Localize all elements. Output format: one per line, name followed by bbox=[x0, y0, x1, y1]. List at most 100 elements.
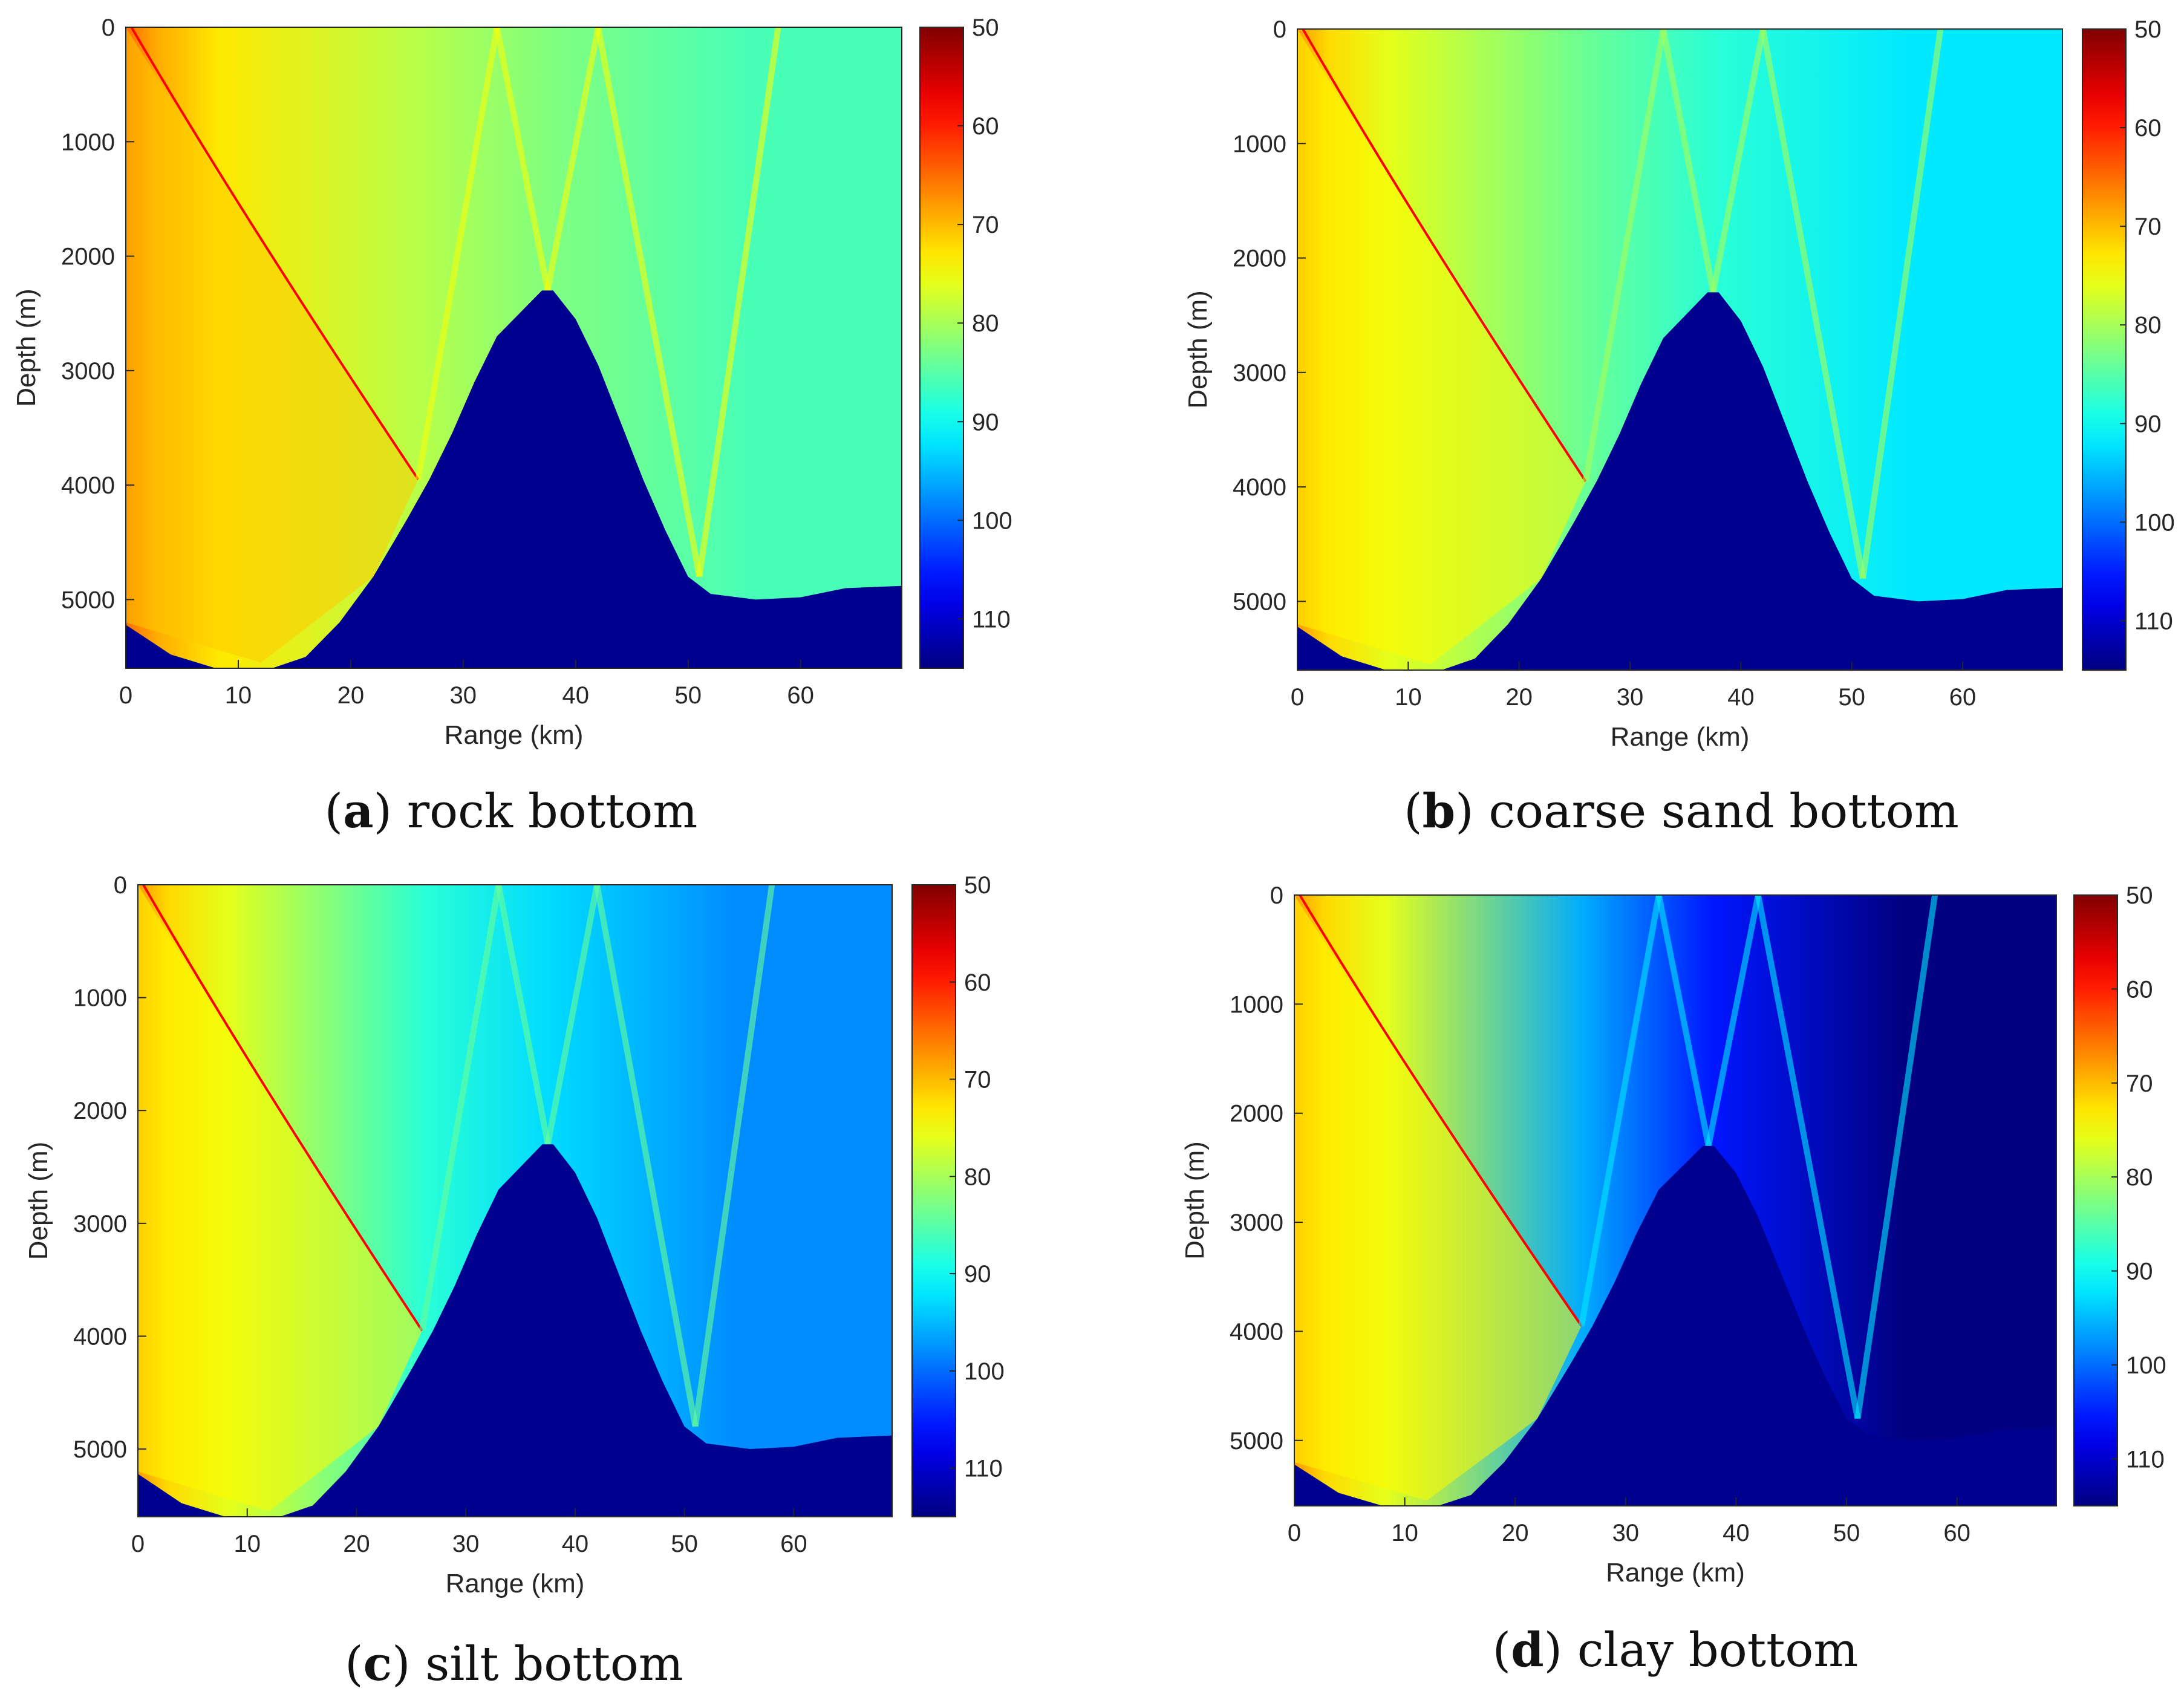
colorbar-tick-label: 90 bbox=[2134, 411, 2162, 437]
direct-path-zone bbox=[1297, 29, 1586, 665]
colorbar-tick-label: 100 bbox=[972, 507, 1012, 534]
y-axis-label: Depth (m) bbox=[1183, 290, 1213, 409]
y-axis-label: Depth (m) bbox=[1180, 1141, 1210, 1260]
x-tick-label: 50 bbox=[1838, 684, 1865, 711]
caption-text: clay bottom bbox=[1577, 1623, 1859, 1678]
x-tick-label: 10 bbox=[1395, 684, 1422, 711]
seabed bbox=[138, 1144, 892, 1517]
y-tick-label: 2000 bbox=[73, 1098, 127, 1124]
x-tick-label: 30 bbox=[1617, 684, 1644, 711]
y-tick-label: 0 bbox=[1273, 16, 1286, 43]
panel-caption: (b) coarse sand bottom bbox=[1404, 784, 1959, 839]
x-tick-label: 20 bbox=[1502, 1520, 1529, 1546]
caustic-line bbox=[142, 884, 423, 1332]
x-tick-label: 0 bbox=[1291, 684, 1304, 711]
reflected-ray bbox=[1582, 28, 1666, 482]
colorbar-tick-label: 110 bbox=[964, 1456, 1003, 1482]
direct-path-zone bbox=[1294, 895, 1582, 1500]
y-tick-label: 4000 bbox=[1233, 474, 1286, 501]
x-tick-label: 40 bbox=[1723, 1520, 1750, 1546]
y-tick-label: 3000 bbox=[1230, 1210, 1283, 1236]
colorbar-tick-label: 100 bbox=[2126, 1352, 2166, 1379]
colorbar-tick-label: 80 bbox=[2134, 312, 2162, 339]
x-tick-label: 30 bbox=[1612, 1520, 1640, 1546]
y-tick-label: 2000 bbox=[61, 244, 115, 270]
reflected-ray bbox=[1660, 28, 1716, 293]
x-tick-label: 40 bbox=[562, 682, 590, 709]
colorbar-tick-label: 60 bbox=[964, 969, 991, 996]
y-tick-label: 0 bbox=[1270, 882, 1283, 909]
panel-d: 0 10 20 30 40 50 60 0 1000 2000 3000 4000 5000 Range … bbox=[1180, 882, 2166, 1678]
colorbar-tick-label: 90 bbox=[972, 409, 999, 435]
y-axis-label: Depth (m) bbox=[24, 1142, 53, 1260]
reflected-ray bbox=[415, 27, 500, 480]
caption-letter: b bbox=[1423, 784, 1456, 839]
direct-path-zone bbox=[138, 885, 422, 1511]
x-tick-label: 40 bbox=[562, 1531, 589, 1557]
x-tick-label: 60 bbox=[780, 1531, 807, 1557]
x-tick-label: 60 bbox=[787, 682, 814, 709]
colorbar-tick-label: 60 bbox=[2134, 115, 2162, 142]
y-tick-label: 3000 bbox=[1233, 360, 1286, 386]
x-tick-label: 0 bbox=[1288, 1520, 1301, 1546]
colorbar-tick-label: 80 bbox=[964, 1164, 991, 1190]
x-tick-label: 60 bbox=[1943, 1520, 1970, 1546]
x-axis-label: Range (km) bbox=[1606, 1558, 1745, 1588]
reflected-ray bbox=[1655, 894, 1712, 1147]
y-tick-label: 2000 bbox=[1233, 246, 1286, 272]
colorbar-tick-label: 70 bbox=[2134, 213, 2162, 240]
y-tick-label: 0 bbox=[114, 872, 127, 899]
y-tick-label: 4000 bbox=[1230, 1318, 1283, 1345]
colorbar bbox=[2082, 28, 2127, 671]
colorbar-tick-label: 80 bbox=[2126, 1164, 2153, 1191]
reflected-ray bbox=[692, 884, 775, 1427]
y-tick-label: 4000 bbox=[73, 1323, 127, 1350]
y-tick-label: 5000 bbox=[73, 1436, 127, 1463]
x-tick-label: 0 bbox=[119, 682, 132, 709]
colorbar-tick-label: 50 bbox=[2126, 882, 2153, 909]
plot-frame bbox=[125, 27, 902, 669]
colorbar-tick-label: 70 bbox=[972, 212, 999, 238]
reflected-ray bbox=[1860, 28, 1944, 579]
colorbar-tick-label: 60 bbox=[972, 113, 999, 140]
reflected-ray bbox=[544, 27, 601, 291]
reflected-ray bbox=[1755, 894, 1861, 1419]
colorbar-tick-label: 110 bbox=[2126, 1446, 2165, 1473]
caption-close-paren: ) bbox=[1544, 1623, 1577, 1678]
y-tick-label: 3000 bbox=[61, 358, 115, 385]
x-tick-label: 20 bbox=[343, 1531, 370, 1557]
y-tick-label: 1000 bbox=[1233, 131, 1286, 157]
caption-text: coarse sand bottom bbox=[1488, 784, 1958, 839]
x-tick-label: 50 bbox=[1833, 1520, 1860, 1546]
plot-frame bbox=[137, 884, 893, 1517]
y-tick-label: 1000 bbox=[73, 985, 127, 1012]
seabed bbox=[126, 290, 902, 668]
reflected-ray bbox=[594, 884, 699, 1427]
colorbar-tick-label: 80 bbox=[972, 310, 999, 337]
colorbar-tick-label: 50 bbox=[2134, 16, 2162, 43]
y-tick-label: 4000 bbox=[61, 472, 115, 499]
colorbar-tick-label: 110 bbox=[2134, 608, 2173, 634]
reflected-ray bbox=[419, 884, 502, 1331]
colorbar bbox=[2073, 894, 2118, 1506]
panel-caption: (c) silt bottom bbox=[345, 1636, 683, 1692]
panel-a: 0 10 20 30 40 50 60 0 1000 2000 3000 4000 5000 Range … bbox=[11, 15, 1012, 839]
colorbar-tick-label: 90 bbox=[964, 1261, 991, 1288]
reflected-ray bbox=[1705, 894, 1761, 1147]
x-tick-label: 20 bbox=[1505, 684, 1533, 711]
caustic-line bbox=[130, 26, 420, 480]
colorbar-tick-label: 50 bbox=[964, 872, 991, 899]
x-axis-label: Range (km) bbox=[1611, 722, 1750, 752]
caption-text: silt bottom bbox=[425, 1637, 683, 1692]
caption-open-paren: ( bbox=[1404, 784, 1422, 839]
y-tick-label: 3000 bbox=[73, 1211, 127, 1237]
x-tick-label: 10 bbox=[233, 1531, 261, 1557]
caption-open-paren: ( bbox=[325, 784, 343, 839]
caption-letter: a bbox=[343, 784, 374, 839]
seabed bbox=[1297, 292, 2062, 670]
panel-b: 0 10 20 30 40 50 60 0 1000 2000 3000 4000 5000 Range … bbox=[1183, 16, 2175, 839]
caustic-line bbox=[1302, 28, 1587, 482]
y-tick-label: 5000 bbox=[1233, 588, 1286, 615]
panel-caption: (d) clay bottom bbox=[1493, 1623, 1859, 1678]
